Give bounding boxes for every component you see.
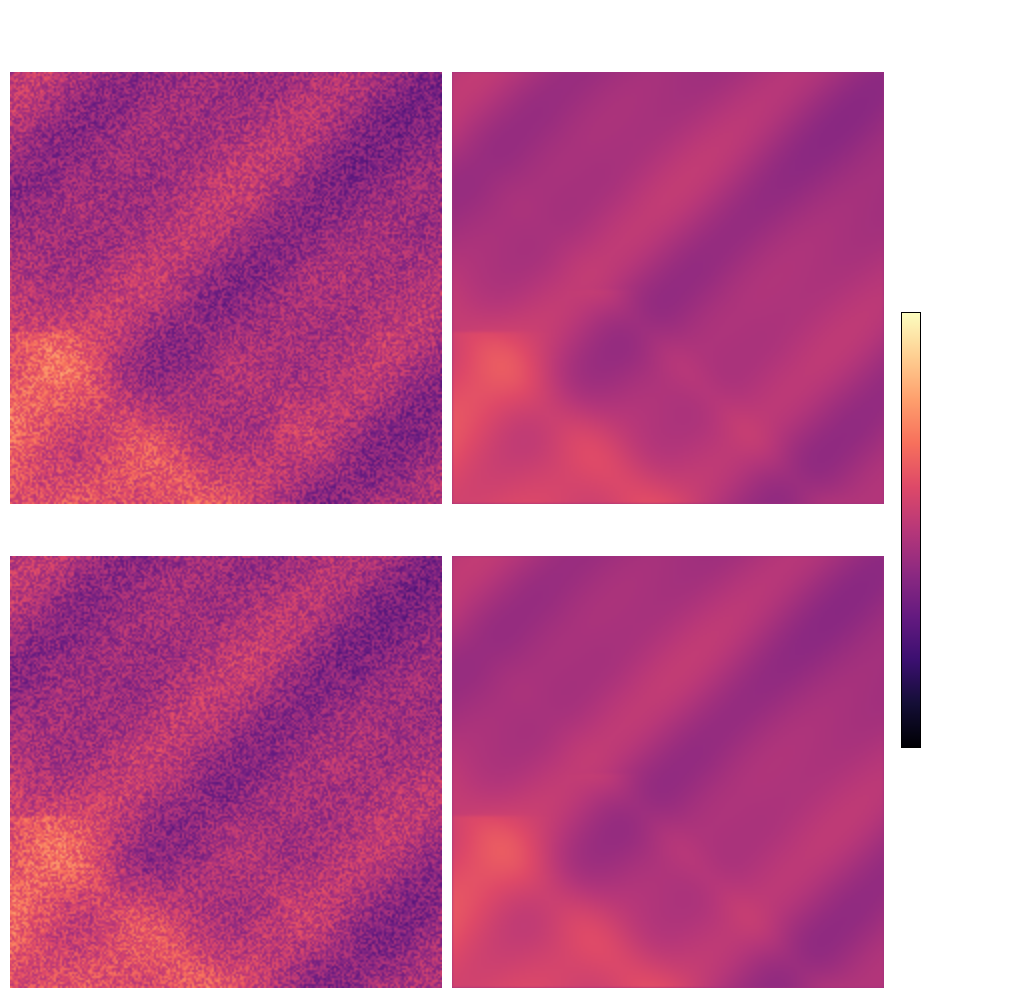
image-panel-top-right <box>452 72 884 504</box>
colorbar <box>901 312 921 748</box>
image-panel-bottom-left <box>10 556 442 988</box>
image-panel-top-left <box>10 72 442 504</box>
image-panel-bottom-right <box>452 556 884 988</box>
